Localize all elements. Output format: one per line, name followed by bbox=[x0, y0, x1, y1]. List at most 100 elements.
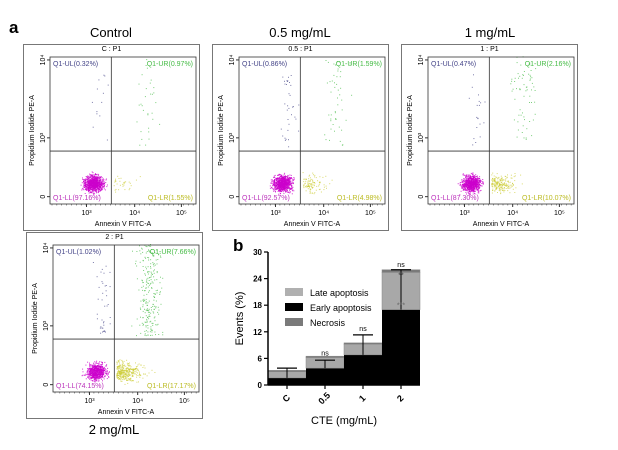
event-dot bbox=[150, 93, 152, 95]
event-dot bbox=[278, 187, 280, 189]
event-dot bbox=[275, 182, 277, 184]
event-dot bbox=[280, 182, 282, 184]
event-dot bbox=[292, 179, 294, 181]
event-dot bbox=[121, 370, 123, 372]
event-dot bbox=[153, 276, 155, 278]
event-dot bbox=[126, 379, 128, 381]
event-dot bbox=[470, 182, 471, 184]
event-dot bbox=[499, 187, 501, 188]
event-dot bbox=[150, 266, 151, 268]
event-dot bbox=[144, 308, 145, 310]
event-dot bbox=[503, 188, 505, 190]
event-dot bbox=[157, 306, 159, 308]
event-dot bbox=[471, 189, 473, 191]
event-dot bbox=[102, 368, 104, 370]
event-dot bbox=[323, 184, 325, 186]
event-dot bbox=[117, 175, 119, 177]
event-dot bbox=[146, 321, 148, 323]
event-dot bbox=[471, 188, 473, 189]
event-dot bbox=[475, 183, 477, 185]
event-dot bbox=[154, 264, 156, 266]
event-dot bbox=[91, 371, 93, 373]
event-dot bbox=[97, 181, 99, 183]
event-dot bbox=[102, 181, 104, 183]
event-dot bbox=[97, 186, 99, 188]
event-dot bbox=[464, 185, 465, 187]
event-dot bbox=[97, 368, 99, 370]
event-dot bbox=[92, 177, 94, 179]
event-dot bbox=[277, 186, 279, 188]
event-dot bbox=[126, 362, 128, 364]
event-dot bbox=[123, 372, 125, 373]
event-dot bbox=[95, 378, 97, 380]
event-dot bbox=[95, 174, 97, 176]
event-dot bbox=[142, 299, 144, 301]
event-dot bbox=[120, 177, 122, 179]
event-dot bbox=[470, 186, 472, 188]
event-dot bbox=[157, 289, 158, 291]
event-dot bbox=[276, 179, 278, 181]
event-dot bbox=[103, 373, 105, 375]
event-dot bbox=[472, 181, 474, 183]
event-dot bbox=[88, 369, 90, 371]
event-dot bbox=[501, 182, 503, 184]
event-dot bbox=[472, 172, 474, 174]
event-dot bbox=[89, 179, 91, 180]
event-dot bbox=[287, 179, 289, 181]
event-dot bbox=[118, 367, 120, 369]
event-dot bbox=[98, 182, 100, 184]
event-dot bbox=[154, 269, 155, 271]
event-dot bbox=[89, 179, 91, 181]
event-dot bbox=[131, 371, 133, 373]
event-dot bbox=[468, 97, 470, 99]
event-dot bbox=[471, 189, 473, 191]
event-dot bbox=[88, 368, 90, 370]
event-dot bbox=[515, 187, 517, 189]
event-dot bbox=[102, 184, 103, 186]
event-dot bbox=[309, 183, 311, 185]
event-dot bbox=[97, 175, 99, 177]
event-dot bbox=[138, 374, 140, 376]
event-dot bbox=[327, 61, 329, 63]
event-dot bbox=[103, 74, 105, 76]
event-dot bbox=[272, 184, 274, 186]
event-dot bbox=[279, 181, 281, 183]
event-dot bbox=[284, 188, 286, 190]
event-dot bbox=[274, 176, 276, 178]
event-dot bbox=[281, 191, 283, 192]
event-dot bbox=[138, 375, 140, 377]
event-dot bbox=[94, 363, 96, 365]
event-dot bbox=[86, 185, 88, 187]
event-dot bbox=[101, 281, 103, 283]
event-dot bbox=[272, 183, 274, 185]
event-dot bbox=[472, 186, 474, 188]
event-dot bbox=[155, 334, 156, 336]
event-dot bbox=[107, 372, 109, 374]
event-dot bbox=[136, 121, 138, 123]
event-dot bbox=[332, 124, 334, 125]
event-dot bbox=[274, 180, 275, 181]
event-dot bbox=[278, 179, 279, 181]
x-tick-label: 1 bbox=[357, 393, 368, 404]
event-dot bbox=[95, 373, 96, 375]
event-dot bbox=[91, 377, 93, 379]
event-dot bbox=[121, 359, 123, 361]
event-dot bbox=[97, 378, 99, 380]
event-dot bbox=[96, 379, 98, 381]
event-dot bbox=[494, 177, 496, 179]
event-dot bbox=[142, 266, 144, 267]
event-dot bbox=[103, 322, 104, 324]
event-dot bbox=[315, 177, 317, 179]
event-dot bbox=[468, 188, 470, 190]
event-dot bbox=[503, 191, 505, 193]
event-dot bbox=[312, 172, 314, 174]
event-dot bbox=[85, 186, 87, 187]
event-dot bbox=[145, 257, 147, 259]
event-dot bbox=[92, 364, 94, 366]
event-dot bbox=[93, 370, 95, 372]
event-dot bbox=[146, 278, 148, 280]
event-dot bbox=[474, 193, 476, 195]
event-dot bbox=[319, 188, 321, 190]
event-dot bbox=[469, 194, 471, 195]
event-dot bbox=[105, 265, 107, 267]
